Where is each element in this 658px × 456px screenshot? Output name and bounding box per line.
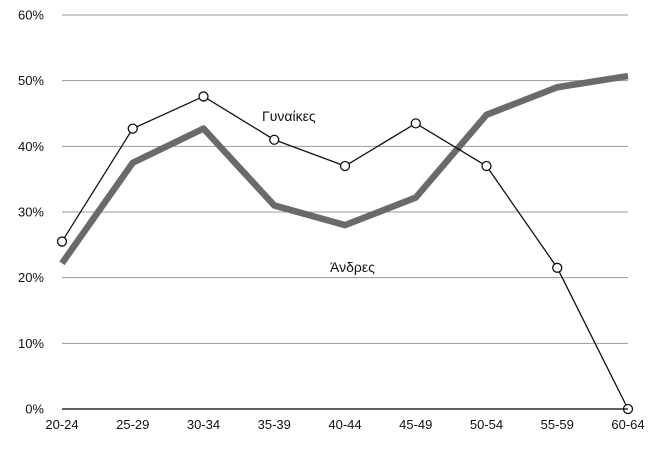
grid-lines: [62, 14, 628, 344]
y-tick-label: 20%: [18, 270, 44, 285]
annotation-women: Γυναίκες: [262, 108, 316, 124]
series-line-men: [59, 72, 629, 266]
x-tick-label: 60-64: [611, 417, 644, 432]
x-axis-tick-labels: 20-24 25-29 30-34 35-39 40-44 45-49 50-54 55-59…: [45, 417, 644, 432]
x-tick-label: 30-34: [187, 417, 220, 432]
data-point-women: [410, 118, 421, 129]
x-tick-label: 45-49: [399, 417, 432, 432]
x-tick-label: 25-29: [116, 417, 149, 432]
series-line-women: [61, 95, 629, 410]
y-axis-tick-labels: 0% 10% 20% 30% 40% 50% 60%: [18, 8, 44, 417]
y-tick-label: 50%: [18, 73, 44, 88]
y-tick-label: 40%: [18, 139, 44, 154]
y-tick-label: 30%: [18, 205, 44, 220]
series-layer: [56, 72, 634, 415]
x-tick-label: 55-59: [541, 417, 574, 432]
x-tick-label: 35-39: [258, 417, 291, 432]
annotation-men: Άνδρες: [330, 259, 375, 275]
data-point-women: [269, 134, 280, 145]
data-point-women: [339, 160, 351, 172]
data-point-women: [481, 160, 492, 172]
data-point-women: [552, 262, 563, 273]
x-tick-label: 40-44: [328, 417, 361, 432]
data-point-women: [56, 236, 68, 247]
x-tick-label: 50-54: [470, 417, 503, 432]
y-tick-label: 60%: [18, 8, 44, 23]
data-point-women: [127, 123, 138, 134]
y-tick-label: 10%: [18, 336, 44, 351]
y-tick-label: 0%: [25, 402, 44, 417]
x-tick-label: 20-24: [45, 417, 78, 432]
data-point-women: [198, 91, 209, 102]
